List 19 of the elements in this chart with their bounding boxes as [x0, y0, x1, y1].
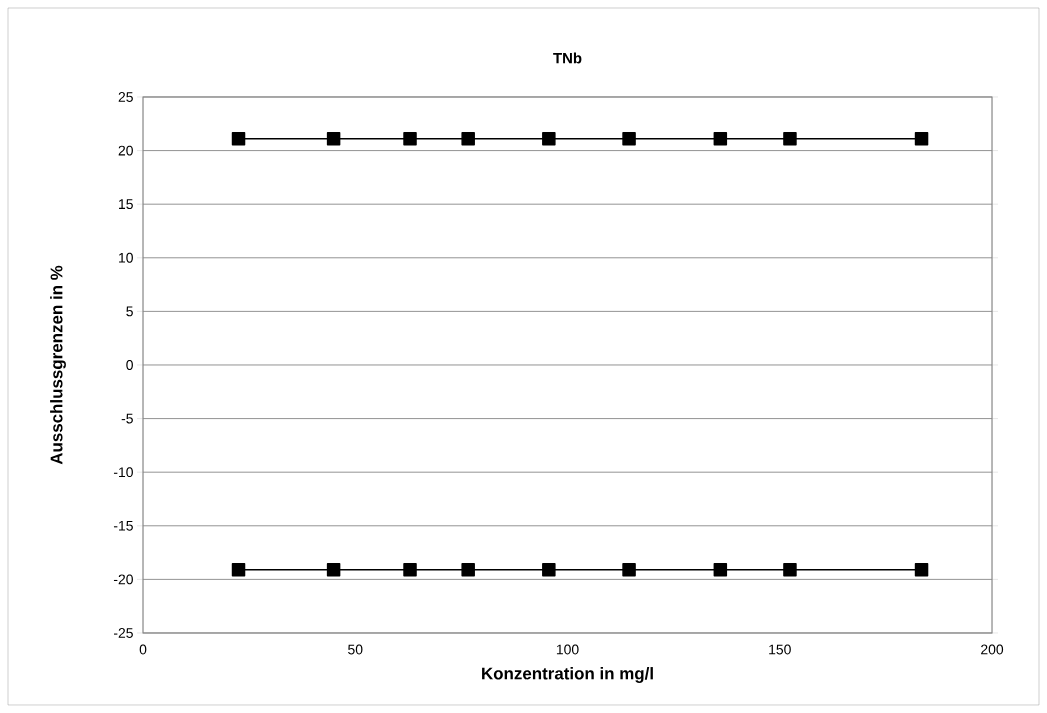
x-axis-title: Konzentration in mg/l [482, 667, 653, 683]
x-tick-label: 50 [348, 644, 363, 655]
y-tick-label: -20 [113, 574, 133, 585]
chart-title: TNb [553, 52, 582, 64]
y-tick-label: 20 [118, 145, 133, 156]
y-tick-label: 0 [126, 360, 133, 370]
y-axis-title: Ausschlussgrenzen in % [50, 265, 66, 465]
y-tick-label: 25 [118, 92, 133, 102]
y-tick-label: -25 [113, 628, 133, 638]
y-tick-label: -5 [121, 413, 133, 424]
x-tick-label: 150 [769, 644, 791, 655]
y-tick-label: 15 [119, 199, 133, 210]
x-tick-label: 0 [139, 644, 147, 655]
y-tick-label: 10 [119, 252, 133, 263]
x-tick-label: 100 [556, 644, 579, 655]
y-tick-label: -15 [113, 520, 133, 531]
y-tick-label: 5 [126, 306, 133, 317]
y-tick-label: -10 [113, 467, 133, 478]
x-tick-label: 200 [981, 644, 1004, 655]
